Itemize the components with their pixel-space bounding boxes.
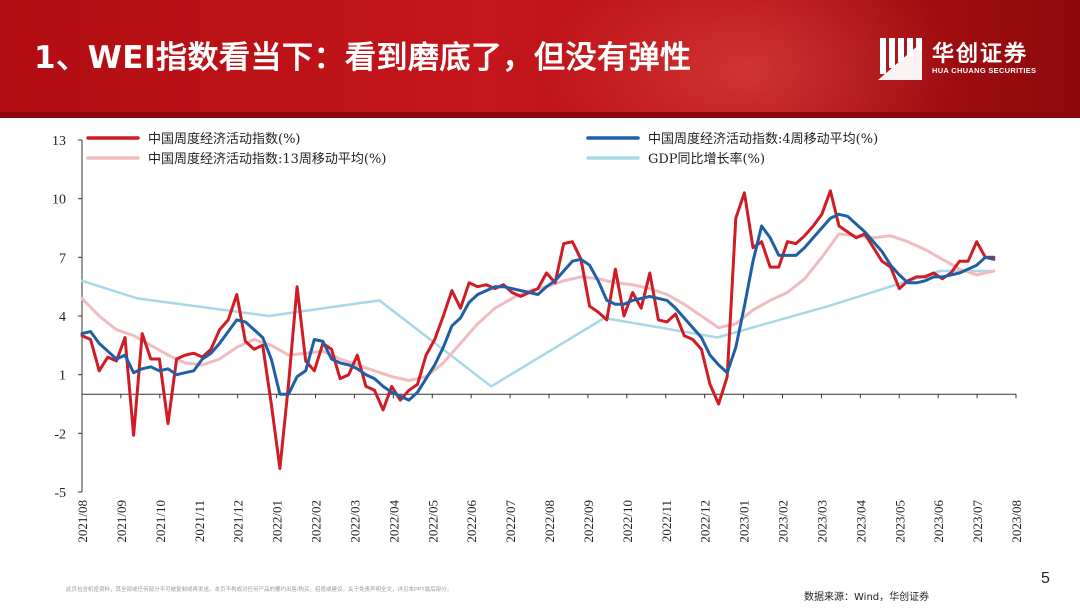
x-tick-label: 2021/10 (153, 500, 168, 543)
x-tick-label: 2022/07 (503, 500, 518, 543)
y-tick-label: 1 (59, 369, 66, 384)
series-gdp-line (80, 269, 996, 388)
x-tick-label: 2022/03 (347, 500, 362, 543)
y-tick-label: -5 (54, 486, 66, 501)
x-tick-label: 2022/12 (698, 500, 713, 543)
x-tick-label: 2023/03 (814, 500, 829, 543)
hua-chuang-logo-icon (878, 38, 922, 80)
x-tick-label: 2023/01 (737, 500, 752, 543)
x-tick-label: 2023/02 (776, 500, 791, 543)
legend-wei-13w-label: 中国周度经济活动指数:13周移动平均(%) (148, 151, 386, 167)
y-tick-label: 10 (52, 193, 66, 208)
x-tick-label: 2023/07 (970, 500, 985, 543)
x-tick-label: 2023/04 (853, 500, 868, 543)
page-title: 1、WEI指数看当下：看到磨底了，但没有弹性 (34, 40, 692, 76)
y-tick-label: -2 (54, 427, 66, 442)
disclaimer-text: 此页包含机密资料，其全部或任何部分不可被复制或再发送。本页不构成对任何产品的要约… (66, 587, 453, 593)
wei-line-chart: -5 -2 1 4 7 10 13 2021/08 2021/09 2021/10 2021/11 2… (52, 131, 1024, 543)
x-tick-label: 2022/04 (386, 500, 401, 543)
x-tick-label: 2021/09 (114, 500, 129, 543)
logo-cn-text: 华创证券 (932, 42, 1029, 67)
x-tick-label: 2021/12 (231, 500, 246, 543)
x-tick-label: 2022/01 (270, 500, 285, 543)
x-tick-label: 2021/11 (192, 500, 207, 542)
source-text: 数据来源：Wind，华创证券 (804, 592, 930, 603)
x-tick-label: 2022/05 (425, 500, 440, 543)
x-tick-label: 2023/08 (1009, 500, 1024, 543)
x-tick-label: 2022/09 (581, 500, 596, 543)
series-wei-line (80, 189, 996, 470)
x-tick-label: 2023/05 (892, 500, 907, 543)
x-tick-label: 2021/08 (75, 500, 90, 543)
x-tick-label: 2022/11 (659, 500, 674, 542)
x-tick-label: 2023/06 (931, 500, 946, 543)
legend-gdp-label: GDP同比增长率(%) (648, 151, 765, 167)
logo-en-text: HUA CHUANG SECURITIES (932, 66, 1037, 75)
header-band (0, 112, 1080, 118)
legend-wei-label: 中国周度经济活动指数(%) (148, 131, 301, 147)
legend-wei-4w-label: 中国周度经济活动指数:4周移动平均(%) (648, 131, 878, 147)
x-tick-label: 2022/06 (464, 500, 479, 543)
brand-logo: 华创证券 HUA CHUANG SECURITIES (876, 34, 1066, 86)
y-tick-label: 4 (59, 310, 66, 325)
x-tick-label: 2022/08 (542, 500, 557, 543)
y-tick-label: 13 (52, 134, 66, 149)
page-number: 5 (1041, 570, 1050, 587)
y-tick-label: 7 (59, 251, 66, 266)
x-tick-label: 2022/02 (309, 500, 324, 543)
x-tick-label: 2022/10 (620, 500, 635, 543)
series-wei-4w-line (80, 212, 996, 402)
